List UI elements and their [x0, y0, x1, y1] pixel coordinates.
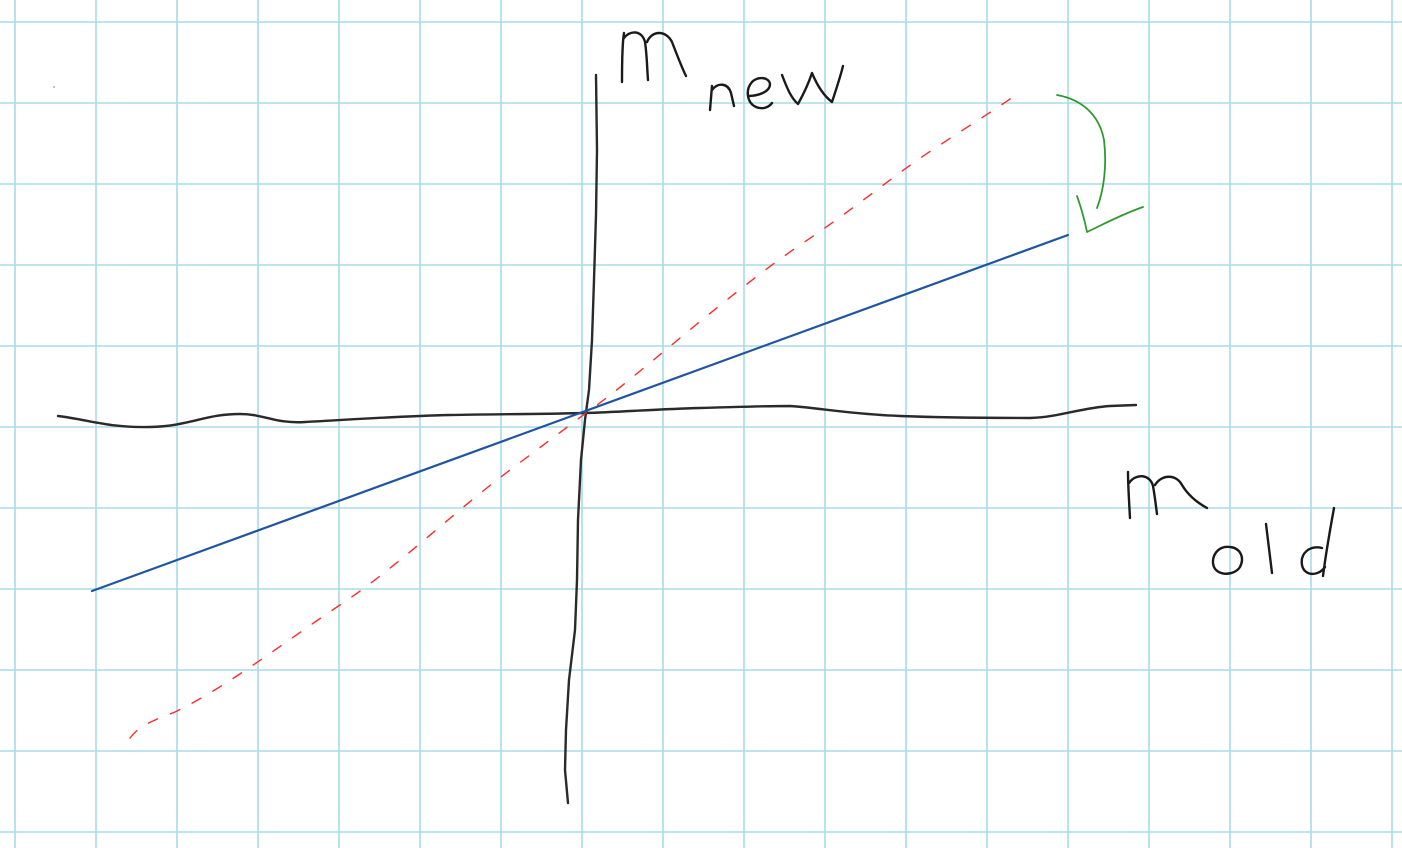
y-axis	[563, 73, 599, 805]
rotation-arrow	[1056, 94, 1144, 233]
x-label-glyph-d	[1300, 506, 1336, 578]
rotation-arrow-curve	[1056, 94, 1107, 209]
x-label-glyph-l	[1264, 522, 1274, 575]
solid-line	[90, 233, 1070, 593]
rotation-arrow-head	[1076, 195, 1144, 233]
x-axis	[56, 403, 1138, 429]
x-label-glyph-o	[1211, 545, 1244, 575]
y-axis-label: m new	[620, 31, 845, 112]
dashed-line	[129, 91, 1021, 739]
stray-dot	[53, 86, 55, 88]
x-axis-label: m old	[1126, 470, 1336, 578]
x-label-glyph-m	[1126, 470, 1209, 520]
y-label-glyph-n	[708, 83, 736, 112]
y-label-glyph-e	[746, 76, 774, 110]
y-label-glyph-m	[620, 31, 688, 84]
y-label-glyph-w	[780, 64, 845, 106]
